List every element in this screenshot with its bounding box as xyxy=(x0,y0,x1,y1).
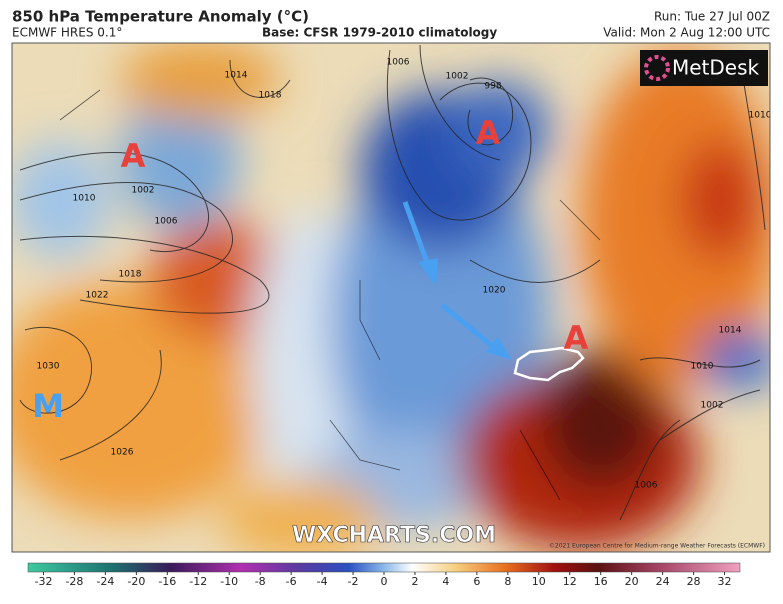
colorbar-label: 24 xyxy=(656,575,670,588)
colorbar-label: 0 xyxy=(381,575,388,588)
watermark: WXCHARTS.COM xyxy=(292,523,496,548)
isobar-label: 1010 xyxy=(73,194,96,204)
colorbar-label: 10 xyxy=(532,575,546,588)
isobar-label: 1022 xyxy=(86,291,109,301)
pressure-centre: A xyxy=(476,114,501,152)
isobars xyxy=(19,44,766,521)
isobar-label: 1002 xyxy=(446,72,469,82)
isobar-label: 1014 xyxy=(225,71,248,81)
isobar-label: 998 xyxy=(484,82,501,92)
colorbar-label: 16 xyxy=(594,575,608,588)
isobar-label: 1002 xyxy=(132,186,155,196)
pressure-centre: A xyxy=(121,137,146,175)
isobar-label: 1020 xyxy=(483,286,506,296)
colorbar-label: 8 xyxy=(504,575,511,588)
logo: MetDesk xyxy=(672,56,760,80)
colorbar-label: -10 xyxy=(220,575,238,588)
colorbar xyxy=(27,562,741,573)
pressure-centre: A xyxy=(564,319,589,357)
map-area: MetDesk WXCHARTS.COM ©2021 European Centre… xyxy=(12,43,772,552)
coastlines xyxy=(59,89,601,501)
isobar-label: 1006 xyxy=(155,217,178,227)
isobar-label: 1006 xyxy=(387,58,410,68)
colorbar-label: -2 xyxy=(348,575,359,588)
isobar-label: 1010 xyxy=(749,111,772,121)
model: ECMWF HRES 0.1° xyxy=(12,26,122,40)
title: 850 hPa Temperature Anomaly (°C) xyxy=(12,8,309,26)
colorbar-label: 6 xyxy=(473,575,480,588)
arrows xyxy=(402,201,512,360)
base: Base: CFSR 1979-2010 climatology xyxy=(262,26,497,40)
isobar-label: 1030 xyxy=(37,362,60,372)
pressure-centre: M xyxy=(32,387,64,425)
isobar-label: 1018 xyxy=(119,270,142,280)
valid: Valid: Mon 2 Aug 12:00 UTC xyxy=(603,26,770,40)
colorbar-label: -8 xyxy=(255,575,266,588)
colorbar-label: -20 xyxy=(127,575,145,588)
colorbar-label: -16 xyxy=(158,575,176,588)
colorbar-label: -32 xyxy=(34,575,52,588)
colorbar-label: 12 xyxy=(563,575,577,588)
colorbar-label: 32 xyxy=(718,575,732,588)
map-frame xyxy=(11,42,771,553)
colorbar-label: 28 xyxy=(687,575,701,588)
colorbar-label: -4 xyxy=(317,575,328,588)
isobar-label: 1010 xyxy=(691,362,714,372)
colorbar-label: -28 xyxy=(65,575,83,588)
isobar-label: 1018 xyxy=(259,91,282,101)
colorbar-label: 4 xyxy=(442,575,449,588)
colorbar-label: -6 xyxy=(286,575,297,588)
colorbar-label: 2 xyxy=(411,575,418,588)
isobar-label: 1002 xyxy=(701,401,724,411)
colorbar-label: 20 xyxy=(625,575,639,588)
run: Run: Tue 27 Jul 00Z xyxy=(654,10,770,24)
hungary-outline xyxy=(513,346,585,382)
logo-box xyxy=(640,50,768,86)
logo-icon xyxy=(644,55,670,81)
colorbar-label: -12 xyxy=(189,575,207,588)
isobar-label: 1026 xyxy=(111,448,134,458)
copyright: ©2021 European Centre for Medium-range W… xyxy=(549,543,765,550)
colorbar-label: -24 xyxy=(96,575,114,588)
isobar-label: 1014 xyxy=(719,326,742,336)
isobar-label: 1006 xyxy=(635,481,658,491)
